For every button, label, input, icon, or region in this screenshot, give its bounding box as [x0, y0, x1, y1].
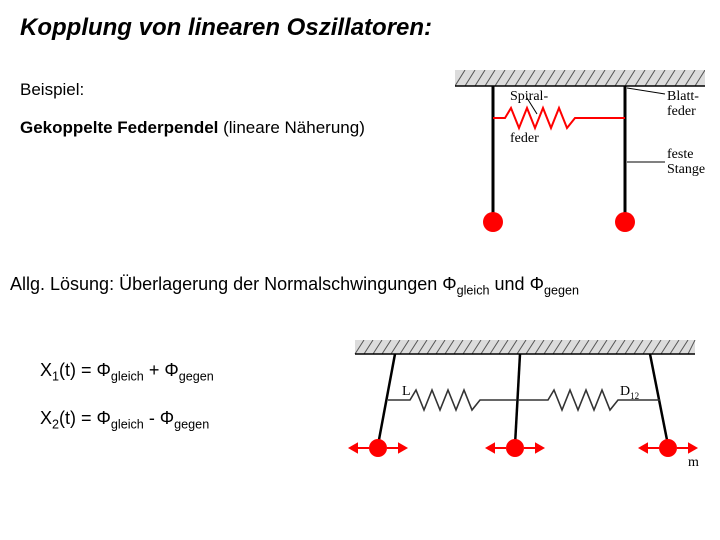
gekoppelte-rest: (lineare Näherung) — [218, 118, 364, 137]
allg-sub2: gegen — [544, 284, 579, 298]
label-feder: feder — [510, 131, 539, 146]
label-m: m — [688, 455, 699, 470]
eq2-sub3: gegen — [174, 418, 209, 432]
eq1-sub2: gleich — [111, 370, 144, 384]
allg-lead: Allg. Lösung: Überlagerung der Normalsch… — [10, 274, 457, 294]
eq2-sub1: 2 — [52, 418, 59, 432]
label-L: L — [402, 384, 411, 399]
eq1-mid: (t) = Φ — [59, 360, 111, 380]
eq1-sub3: gegen — [179, 370, 214, 384]
label-feder2: feder — [667, 104, 696, 119]
label-stange: Stange — [667, 162, 705, 177]
eq2-x: X — [40, 408, 52, 428]
eq1-op: + Φ — [144, 360, 179, 380]
equation-2: X2(t) = Φgleich - Φgegen — [40, 408, 209, 432]
allg-mid: und Φ — [490, 274, 544, 294]
eq2-mid: (t) = Φ — [59, 408, 111, 428]
eq2-op: - Φ — [144, 408, 174, 428]
eq2-sub2: gleich — [111, 418, 144, 432]
gekoppelte-bold: Gekoppelte Federpendel — [20, 118, 218, 137]
gekoppelte-text: Gekoppelte Federpendel (lineare Näherung… — [20, 118, 365, 138]
label-spiral: Spiral- — [510, 89, 548, 104]
label-feste: feste — [667, 147, 693, 162]
eq1-sub1: 1 — [52, 370, 59, 384]
label-blatt: Blatt- — [667, 89, 699, 104]
eq1-x: X — [40, 360, 52, 380]
page-title: Kopplung von linearen Oszillatoren: — [20, 14, 432, 42]
equation-1: X1(t) = Φgleich + Φgegen — [40, 360, 214, 384]
allg-loesung: Allg. Lösung: Überlagerung der Normalsch… — [10, 274, 579, 298]
pendulum-diagram-2: L D12 m — [340, 340, 710, 470]
beispiel-label: Beispiel: — [20, 80, 84, 100]
pendulum-diagram-1: Spiral- feder Blatt- feder feste Stange — [455, 70, 705, 235]
allg-sub1: gleich — [457, 284, 490, 298]
label-D12: D12 — [620, 384, 639, 401]
